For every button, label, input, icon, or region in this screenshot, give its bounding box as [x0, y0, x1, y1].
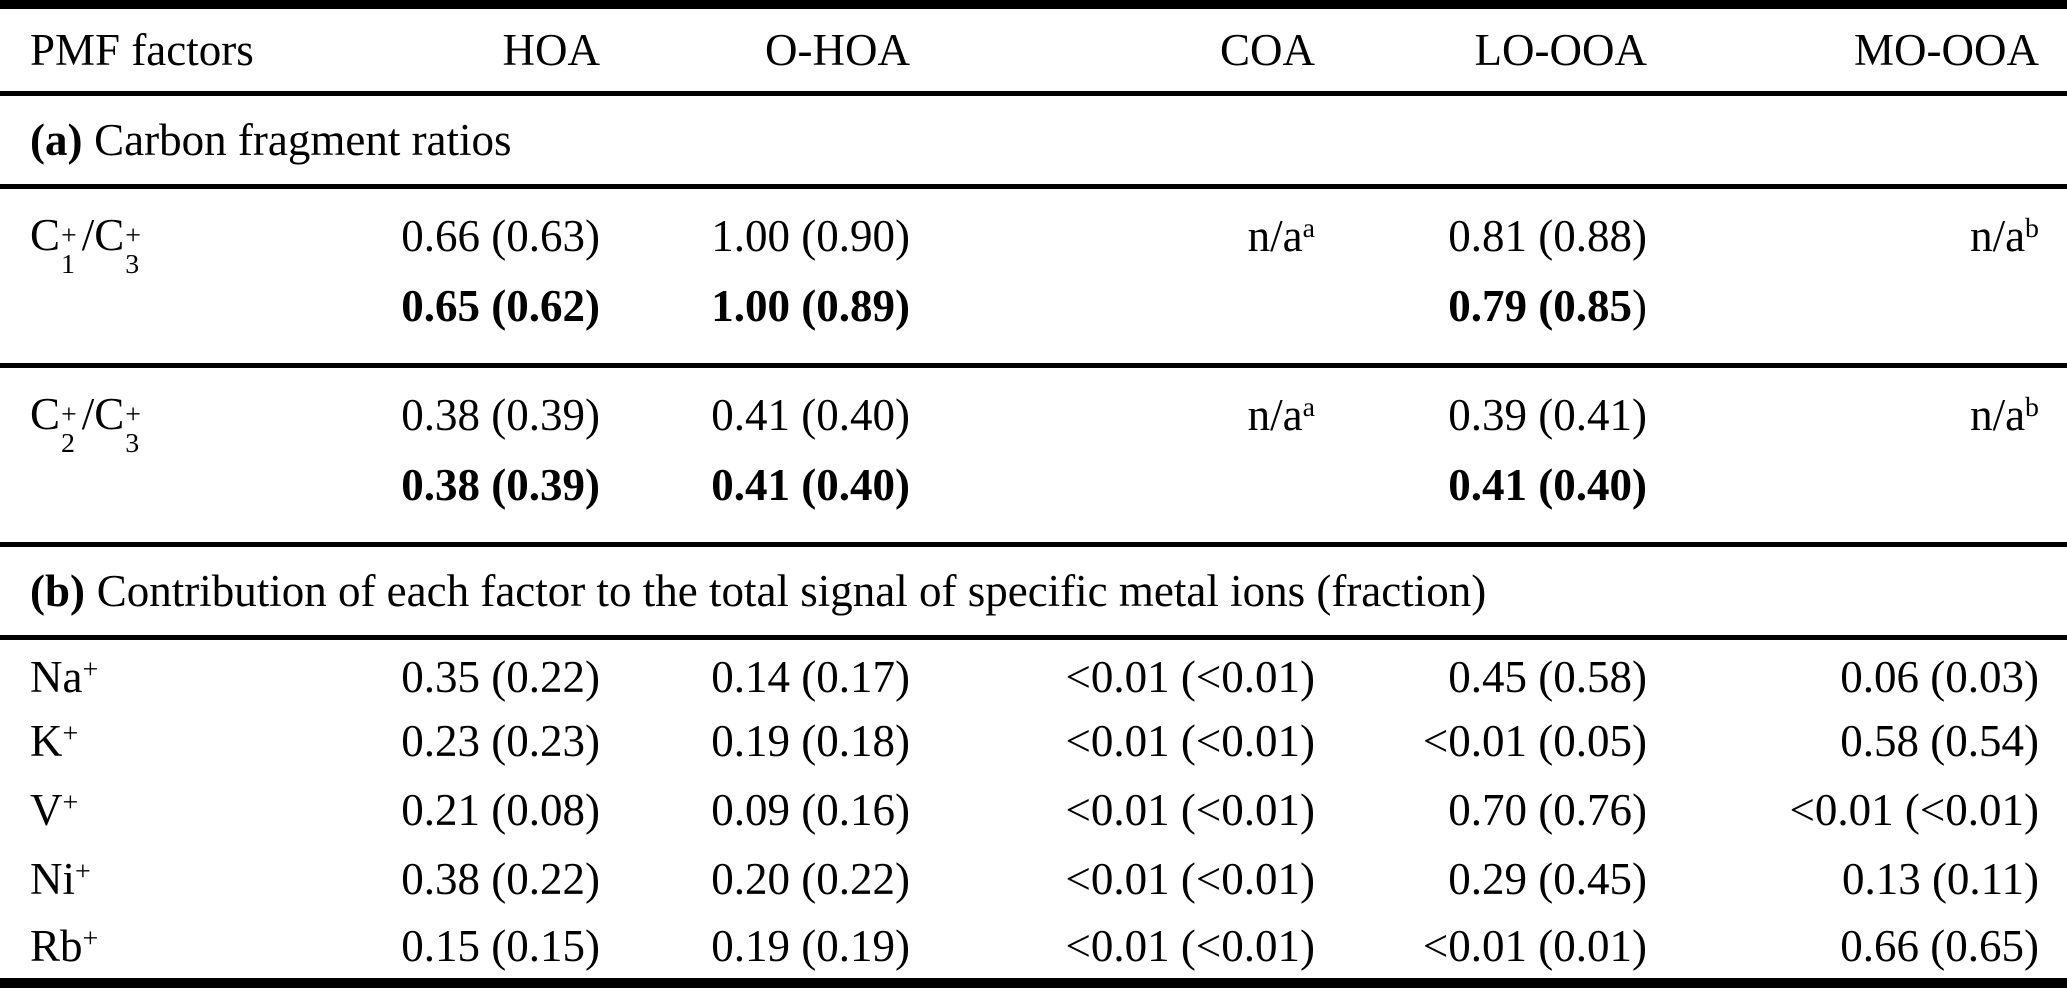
table-row-ni: Ni+ 0.38 (0.22) 0.20 (0.22) <0.01 (<0.01…	[0, 845, 2067, 914]
cell-rb-coa: <0.01 (<0.01)	[1065, 920, 1315, 971]
cell-rb-hoa: 0.15 (0.15)	[401, 920, 600, 971]
cell-rb-o-hoa: 0.19 (0.19)	[711, 920, 910, 971]
formula-atom: C	[30, 210, 61, 260]
formula-atom: C	[30, 389, 61, 439]
formula-atom: C	[94, 389, 125, 439]
row-label-k: K+	[30, 716, 79, 766]
cell-ni-o-hoa: 0.20 (0.22)	[711, 854, 910, 904]
table-row-c1-c3: C +1/C +3 0.66 (0.63) 0.65 (0.62) 1.00 (0.…	[0, 186, 2067, 368]
section-b-title: Contribution of each factor to the total…	[96, 566, 1487, 616]
table-row-k: K+ 0.23 (0.23) 0.19 (0.18) <0.01 (<0.01)…	[0, 707, 2067, 776]
formula-slash: /	[81, 210, 95, 260]
formula-atom: C	[94, 210, 125, 260]
table-row-na: Na+ 0.35 (0.22) 0.14 (0.17) <0.01 (<0.01…	[0, 638, 2067, 707]
row-label-v: V+	[30, 785, 79, 835]
section-b-title-row: (b) Contribution of each factor to the to…	[0, 544, 2067, 640]
row-label-c1-c3: C +1/C +3	[0, 186, 340, 368]
table-row-v: V+ 0.21 (0.08) 0.09 (0.16) <0.01 (<0.01)…	[0, 776, 2067, 845]
table-row-rb: Rb+ 0.15 (0.15) 0.19 (0.19) <0.01 (<0.01…	[0, 914, 2067, 983]
cell-c1c3-lo-ooa: 0.81 (0.88) 0.79 (0.85)	[1315, 186, 1647, 368]
footnote-mark: a	[1302, 392, 1315, 424]
row-label-c2-c3: C +2/C +3	[0, 365, 340, 547]
row-label-na: Na+	[30, 652, 99, 703]
cell-k-coa: <0.01 (<0.01)	[1065, 716, 1315, 766]
value-bold: 0.41 (0.40)	[711, 460, 910, 510]
row-label-ni: Ni+	[30, 854, 91, 904]
footnote-mark: b	[2025, 213, 2039, 245]
cell-na-coa: <0.01 (<0.01)	[1065, 652, 1315, 703]
value-primary: 0.39 (0.41)	[1448, 390, 1647, 440]
table-header-row: PMF factors HOA O-HOA COA LO-OOA MO-OOA	[0, 4, 2067, 96]
cell-na-o-hoa: 0.14 (0.17)	[711, 652, 910, 703]
section-a-title-row: (a) Carbon fragment ratios	[0, 93, 2067, 189]
header-lo-ooa: LO-OOA	[1315, 4, 1647, 96]
cell-rb-mo-ooa: 0.66 (0.65)	[1840, 920, 2039, 971]
value-na: n/aa	[1247, 211, 1315, 261]
ion-charge: +	[82, 654, 99, 686]
formula-slash: /	[81, 389, 95, 439]
header-o-hoa: O-HOA	[600, 4, 910, 96]
formula-charge-subscript: +3	[125, 220, 142, 281]
footnote-mark: b	[2025, 392, 2039, 424]
cell-k-o-hoa: 0.19 (0.18)	[711, 716, 910, 766]
ion-charge: +	[62, 787, 79, 819]
cell-k-hoa: 0.23 (0.23)	[401, 716, 600, 766]
cell-c2c3-lo-ooa: 0.39 (0.41) 0.41 (0.40)	[1315, 365, 1647, 547]
cell-c2c3-mo-ooa: n/ab	[1647, 365, 2067, 547]
value-primary: 1.00 (0.90)	[711, 211, 910, 261]
cell-v-mo-ooa: <0.01 (<0.01)	[1789, 785, 2039, 835]
cell-rb-lo-ooa: <0.01 (0.01)	[1422, 920, 1647, 971]
value-na: n/ab	[1970, 211, 2039, 261]
cell-ni-lo-ooa: 0.29 (0.45)	[1448, 854, 1647, 904]
cell-c1c3-hoa: 0.66 (0.63) 0.65 (0.62)	[340, 186, 600, 368]
footnote-mark: a	[1302, 213, 1315, 245]
formula-charge-subscript: +2	[61, 399, 77, 460]
ion-charge: +	[82, 922, 99, 954]
table-row-c2-c3: C +2/C +3 0.38 (0.39) 0.38 (0.39) 0.41 (0.…	[0, 365, 2067, 547]
formula-charge-subscript: +3	[125, 399, 142, 460]
value-bold: 1.00 (0.89)	[711, 281, 910, 331]
cell-c2c3-o-hoa: 0.41 (0.40) 0.41 (0.40)	[600, 365, 910, 547]
value-primary: 0.81 (0.88)	[1448, 211, 1647, 261]
value-na: n/aa	[1247, 390, 1315, 440]
cell-c2c3-hoa: 0.38 (0.39) 0.38 (0.39)	[340, 365, 600, 547]
formula-charge-subscript: +1	[61, 220, 77, 281]
value-primary: 0.41 (0.40)	[711, 390, 910, 440]
section-a-title: Carbon fragment ratios	[94, 115, 512, 165]
cell-ni-coa: <0.01 (<0.01)	[1065, 854, 1315, 904]
cell-k-lo-ooa: <0.01 (0.05)	[1422, 716, 1647, 766]
header-pmf-factors: PMF factors	[0, 4, 340, 96]
ion-charge: +	[62, 718, 79, 750]
ion-charge: +	[75, 856, 91, 888]
cell-ni-mo-ooa: 0.13 (0.11)	[1841, 854, 2039, 904]
cell-c1c3-mo-ooa: n/ab	[1647, 186, 2067, 368]
value-bold: 0.65 (0.62)	[401, 281, 600, 331]
section-b-marker: (b)	[30, 566, 85, 616]
header-hoa: HOA	[340, 4, 600, 96]
cell-v-coa: <0.01 (<0.01)	[1065, 785, 1315, 835]
value-bold: 0.38 (0.39)	[401, 460, 600, 510]
cell-k-mo-ooa: 0.58 (0.54)	[1840, 716, 2039, 766]
cell-c1c3-coa: n/aa	[910, 186, 1315, 368]
header-mo-ooa: MO-OOA	[1647, 4, 2067, 96]
cell-c1c3-o-hoa: 1.00 (0.90) 1.00 (0.89)	[600, 186, 910, 368]
cell-na-mo-ooa: 0.06 (0.03)	[1840, 652, 2039, 703]
cell-ni-hoa: 0.38 (0.22)	[401, 854, 600, 904]
cell-c2c3-coa: n/aa	[910, 365, 1315, 547]
cell-v-hoa: 0.21 (0.08)	[401, 785, 600, 835]
value-na: n/ab	[1970, 390, 2039, 440]
value-bold: 0.41 (0.40)	[1448, 460, 1647, 510]
cell-na-lo-ooa: 0.45 (0.58)	[1448, 652, 1647, 703]
cell-v-o-hoa: 0.09 (0.16)	[711, 785, 910, 835]
value-bold: 0.79 (0.85)	[1448, 281, 1647, 331]
cell-na-hoa: 0.35 (0.22)	[401, 652, 600, 703]
row-label-rb: Rb+	[30, 920, 99, 971]
cell-v-lo-ooa: 0.70 (0.76)	[1448, 785, 1647, 835]
section-a-marker: (a)	[30, 115, 83, 165]
value-primary: 0.66 (0.63)	[401, 211, 600, 261]
value-primary: 0.38 (0.39)	[401, 390, 600, 440]
header-coa: COA	[910, 4, 1315, 96]
